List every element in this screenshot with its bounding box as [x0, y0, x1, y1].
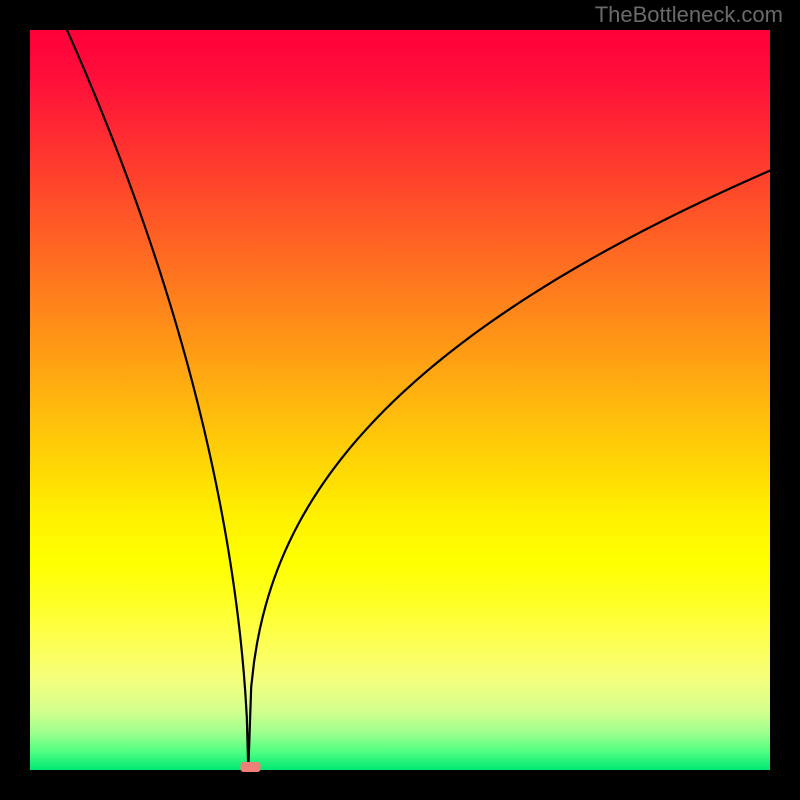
optimal-point-marker — [241, 762, 261, 772]
bottleneck-chart: TheBottleneck.com — [0, 0, 800, 800]
watermark-text: TheBottleneck.com — [595, 2, 783, 27]
plot-gradient-background — [30, 30, 770, 770]
chart-container: TheBottleneck.com — [0, 0, 800, 800]
